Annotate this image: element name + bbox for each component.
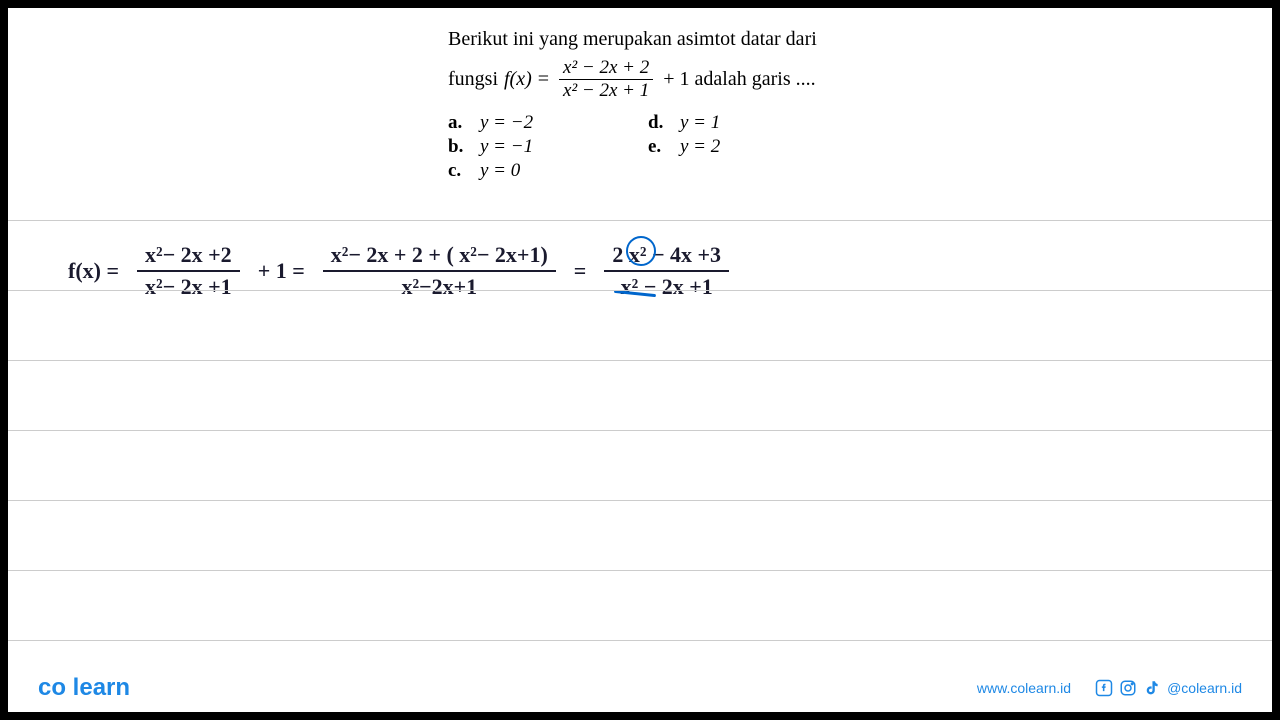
instagram-icon — [1119, 679, 1137, 697]
option-label: e. — [648, 136, 668, 158]
option-value: y = −1 — [480, 136, 533, 158]
problem-line1: Berikut ini yang merupakan asimtot datar… — [448, 28, 1048, 51]
equals-sign: = — [538, 68, 549, 91]
option-value: y = 0 — [480, 160, 520, 182]
option-value: y = 1 — [680, 112, 720, 134]
option-value: y = 2 — [680, 136, 720, 158]
options-grid: a. y = −2 d. y = 1 b. y = −1 e. y = 2 c. y = … — [448, 112, 1048, 182]
problem-line2: fungsi f(x) = x² − 2x + 2 x² − 2x + 1 + … — [448, 57, 1048, 102]
ruled-line — [8, 500, 1272, 501]
website-url: www.colearn.id — [977, 680, 1071, 696]
prefix-text: fungsi — [448, 68, 498, 91]
footer-right: www.colearn.id @colearn.id — [977, 679, 1242, 697]
hw-fraction-2: x²− 2x + 2 + ( x²− 2x+1) x²−2x+1 — [323, 240, 556, 302]
problem-fraction: x² − 2x + 2 x² − 2x + 1 — [559, 57, 653, 102]
tiktok-icon — [1143, 679, 1161, 697]
function-name: f(x) — [504, 68, 532, 91]
option-b: b. y = −1 — [448, 136, 648, 158]
option-c: c. y = 0 — [448, 160, 648, 182]
footer: co learn www.colearn.id @colearn.id — [38, 674, 1242, 702]
option-label: d. — [648, 112, 668, 134]
hw-denominator: x² − 2x +1 — [613, 272, 721, 302]
fraction-denominator: x² − 2x + 1 — [559, 80, 653, 102]
option-label: a. — [448, 112, 468, 134]
hw-equals: = — [574, 258, 587, 284]
option-a: a. y = −2 — [448, 112, 648, 134]
hw-numerator: x²− 2x +2 — [137, 240, 240, 270]
ruled-line — [8, 570, 1272, 571]
social-links: @colearn.id — [1095, 679, 1242, 697]
ruled-line — [8, 360, 1272, 361]
hw-fx-equals: f(x) = — [68, 258, 119, 284]
page-container: Berikut ini yang merupakan asimtot datar… — [8, 8, 1272, 712]
hw-plus-one-equals: + 1 = — [258, 258, 305, 284]
option-d: d. y = 1 — [648, 112, 848, 134]
ruled-line — [8, 290, 1272, 291]
hw-fraction-3: 2 x² − 4x +3 x² − 2x +1 — [604, 240, 729, 302]
ruled-line — [8, 220, 1272, 221]
colearn-logo: co learn — [38, 674, 130, 702]
social-handle: @colearn.id — [1167, 680, 1242, 696]
ruled-line — [8, 430, 1272, 431]
handwritten-work: f(x) = x²− 2x +2 x²− 2x +1 + 1 = x²− 2x … — [68, 226, 1232, 316]
option-label: b. — [448, 136, 468, 158]
hw-numerator: x²− 2x + 2 + ( x²− 2x+1) — [323, 240, 556, 270]
hw-denominator: x²−2x+1 — [393, 272, 485, 302]
ruled-line — [8, 640, 1272, 641]
option-value: y = −2 — [480, 112, 533, 134]
problem-statement: Berikut ini yang merupakan asimtot datar… — [448, 28, 1048, 182]
facebook-icon — [1095, 679, 1113, 697]
option-label: c. — [448, 160, 468, 182]
hw-fraction-1: x²− 2x +2 x²− 2x +1 — [137, 240, 240, 302]
fraction-numerator: x² − 2x + 2 — [559, 57, 653, 80]
hw-denominator: x²− 2x +1 — [137, 272, 240, 302]
hw-numerator: 2 x² − 4x +3 — [604, 240, 729, 270]
suffix-text: + 1 adalah garis .... — [663, 68, 815, 91]
option-e: e. y = 2 — [648, 136, 848, 158]
